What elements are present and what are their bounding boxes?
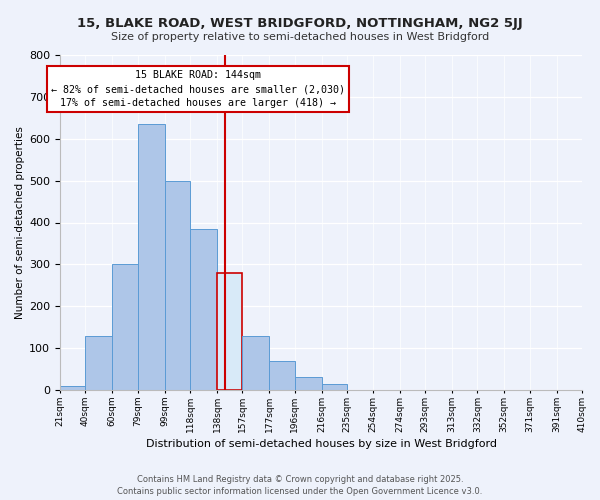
Bar xyxy=(217,273,242,390)
Text: Contains HM Land Registry data © Crown copyright and database right 2025.
Contai: Contains HM Land Registry data © Crown c… xyxy=(118,474,482,496)
Bar xyxy=(242,336,269,390)
X-axis label: Distribution of semi-detached houses by size in West Bridgford: Distribution of semi-detached houses by … xyxy=(146,439,497,449)
Bar xyxy=(60,386,85,390)
Text: 15, BLAKE ROAD, WEST BRIDGFORD, NOTTINGHAM, NG2 5JJ: 15, BLAKE ROAD, WEST BRIDGFORD, NOTTINGH… xyxy=(77,18,523,30)
Text: Size of property relative to semi-detached houses in West Bridgford: Size of property relative to semi-detach… xyxy=(111,32,489,42)
Bar xyxy=(138,124,164,390)
Y-axis label: Number of semi-detached properties: Number of semi-detached properties xyxy=(15,126,25,319)
Bar xyxy=(190,229,217,390)
Bar xyxy=(269,360,295,390)
Bar xyxy=(112,264,138,390)
Text: 15 BLAKE ROAD: 144sqm
← 82% of semi-detached houses are smaller (2,030)
17% of s: 15 BLAKE ROAD: 144sqm ← 82% of semi-deta… xyxy=(52,70,346,108)
Bar xyxy=(322,384,347,390)
Bar xyxy=(85,336,112,390)
Bar xyxy=(164,180,190,390)
Bar xyxy=(295,378,322,390)
